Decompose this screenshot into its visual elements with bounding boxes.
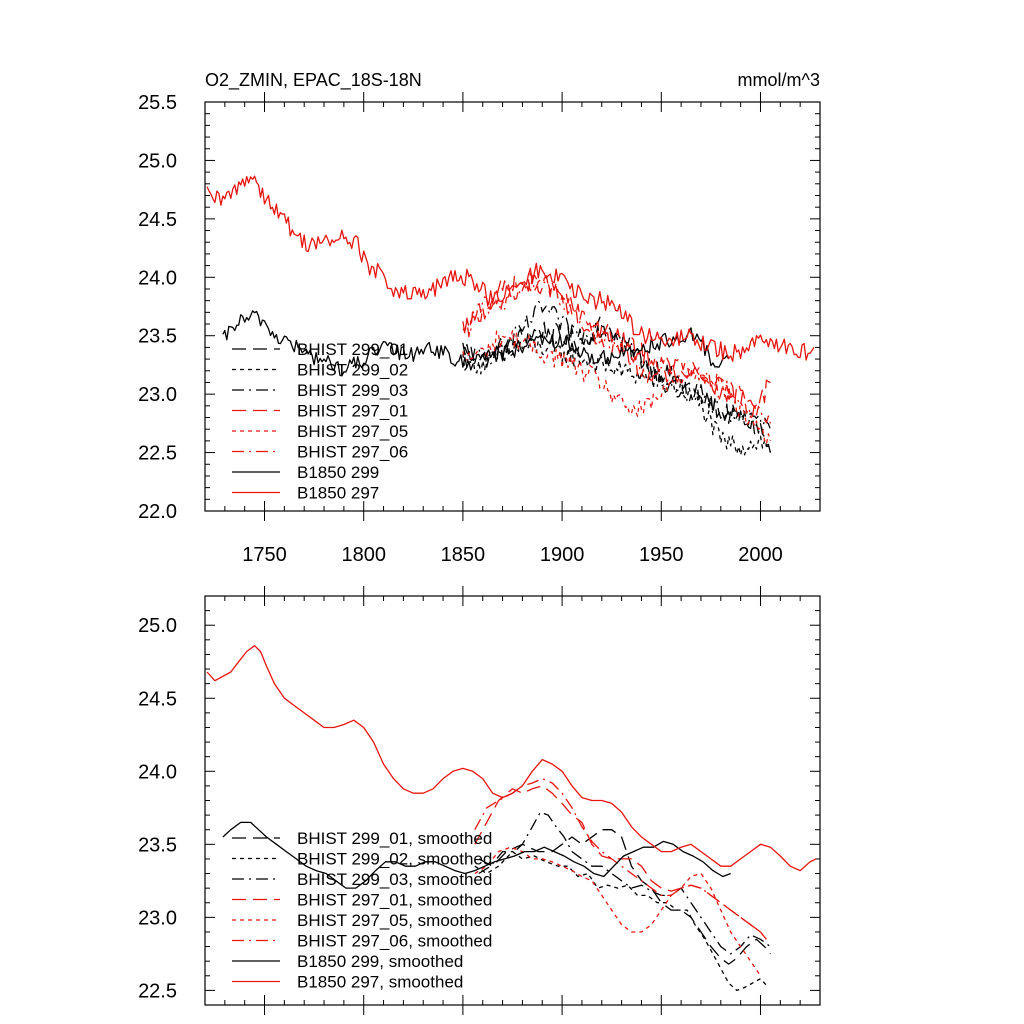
series-line-bhist-299-02-smoothed bbox=[474, 850, 769, 992]
legend-label: B1850 297 bbox=[297, 484, 379, 503]
legend-label: BHIST 299_01 bbox=[297, 340, 408, 359]
y-ticks: 22.0 22.5 23.0 23.5 24.0 24.5 25.0 25.5 bbox=[138, 92, 820, 523]
y-tick-label: 24.0 bbox=[138, 267, 177, 289]
legend-label: BHIST 297_05 bbox=[297, 422, 408, 441]
legend-label: BHIST 299_02, smoothed bbox=[297, 850, 492, 869]
y-tick-label: 25.0 bbox=[138, 150, 177, 172]
series-line-bhist-299-02 bbox=[462, 338, 772, 456]
series-line-b1850-297 bbox=[206, 175, 815, 362]
legend-label: BHIST 297_06 bbox=[297, 443, 408, 462]
series-line-bhist-297-01-smoothed bbox=[474, 785, 767, 940]
y-tick-label: 23.0 bbox=[138, 907, 177, 929]
series-line-bhist-297-05-smoothed bbox=[474, 846, 762, 977]
series-group bbox=[206, 645, 817, 992]
y-tick-label: 23.5 bbox=[138, 834, 177, 856]
x-tick-label: 1750 bbox=[242, 544, 287, 566]
legend-label: BHIST 297_05, smoothed bbox=[297, 911, 492, 930]
bottom-panel: 22.5 23.0 23.5 24.0 24.5 25.0 BHIST 299_01, sm… bbox=[138, 586, 821, 1015]
legend-label: B1850 299, smoothed bbox=[297, 952, 463, 971]
x-tick-label: 1800 bbox=[341, 544, 386, 566]
y-tick-label: 23.0 bbox=[138, 384, 177, 406]
series-line-bhist-299-03 bbox=[462, 300, 772, 435]
legend-label: BHIST 297_01, smoothed bbox=[297, 891, 492, 910]
x-ticks bbox=[204, 586, 821, 1015]
series-group bbox=[206, 175, 815, 456]
legend: BHIST 299_01, smoothed BHIST 299_02, smoo… bbox=[232, 829, 492, 992]
series-line-bhist-297-06-smoothed bbox=[474, 777, 767, 940]
legend-label: BHIST 299_03 bbox=[297, 381, 408, 400]
plot-frame bbox=[204, 101, 821, 512]
y-tick-label: 22.5 bbox=[138, 980, 177, 1002]
legend-label: B1850 297, smoothed bbox=[297, 973, 463, 992]
legend-label: BHIST 299_02 bbox=[297, 361, 408, 380]
legend-label: B1850 299 bbox=[297, 463, 379, 482]
y-tick-label: 25.5 bbox=[138, 92, 177, 114]
legend-label: BHIST 299_01, smoothed bbox=[297, 829, 492, 848]
top-panel: 1750 1800 1850 1900 1950 2000 22.0 22.5 23.0 23.5… bbox=[138, 92, 821, 566]
y-tick-label: 24.0 bbox=[138, 761, 177, 783]
series-line-bhist-299-03-smoothed bbox=[478, 811, 771, 955]
x-tick-label: 1850 bbox=[441, 544, 486, 566]
series-line-b1850-299-smoothed bbox=[222, 821, 731, 889]
legend-label: BHIST 297_06, smoothed bbox=[297, 932, 492, 951]
units-label: mmol/m^3 bbox=[738, 70, 820, 90]
legend-label: BHIST 299_03, smoothed bbox=[297, 870, 492, 889]
y-tick-label: 24.5 bbox=[138, 209, 177, 231]
y-tick-label: 24.5 bbox=[138, 688, 177, 710]
x-tick-label: 2000 bbox=[738, 544, 783, 566]
series-line-bhist-297-01 bbox=[462, 272, 771, 409]
y-ticks: 22.5 23.0 23.5 24.0 24.5 25.0 bbox=[138, 595, 820, 1006]
series-line-bhist-297-06 bbox=[462, 275, 772, 424]
series-line-bhist-299-01-smoothed bbox=[478, 829, 771, 965]
chart-title: O2_ZMIN, EPAC_18S-18N bbox=[205, 70, 422, 91]
legend-label: BHIST 297_01 bbox=[297, 402, 408, 421]
y-tick-label: 25.0 bbox=[138, 615, 177, 637]
y-tick-label: 22.5 bbox=[138, 443, 177, 465]
y-tick-label: 23.5 bbox=[138, 326, 177, 348]
series-line-b1850-299 bbox=[222, 310, 730, 377]
x-tick-label: 1950 bbox=[639, 544, 684, 566]
x-tick-label: 1900 bbox=[540, 544, 585, 566]
y-tick-label: 22.0 bbox=[138, 501, 177, 523]
x-ticks: 1750 1800 1850 1900 1950 2000 bbox=[204, 92, 821, 566]
series-line-bhist-297-05 bbox=[462, 329, 772, 445]
series-line-b1850-297-smoothed bbox=[206, 645, 817, 872]
